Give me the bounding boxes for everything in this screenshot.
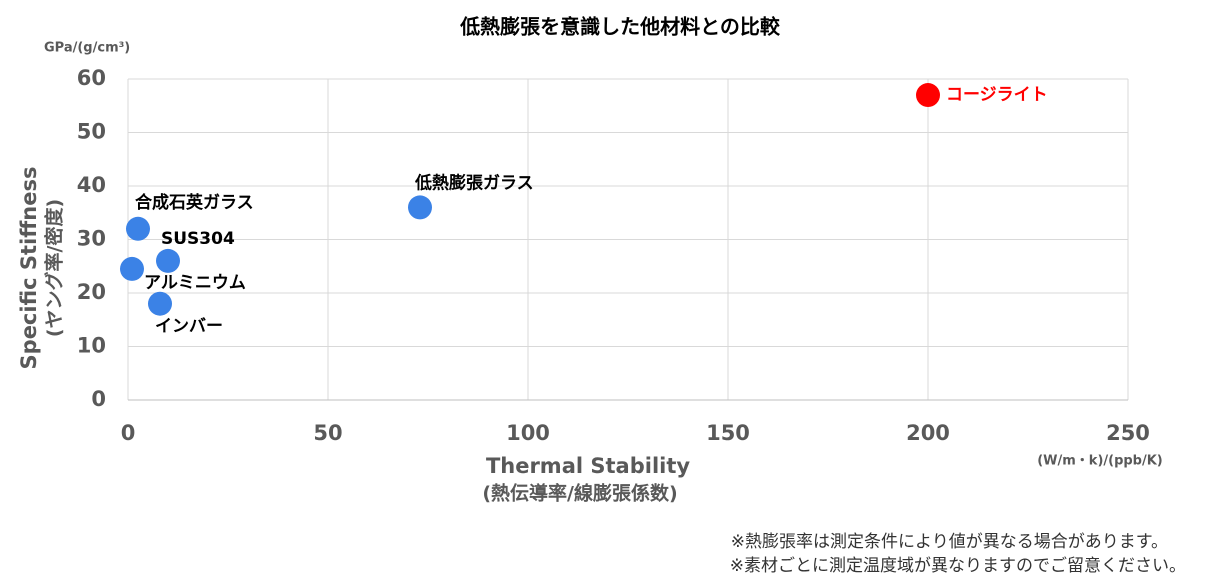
y-tick-label: 30 [77, 227, 106, 251]
y-tick-label: 60 [77, 66, 106, 90]
point-label: インバー [155, 317, 223, 337]
note: ※素材ごとに測定温度域が異なりますのでご留意ください。 [730, 556, 1186, 576]
x-tick-label: 100 [506, 421, 550, 445]
y-tick-label: 20 [77, 280, 106, 304]
note: ※熱膨張率は測定条件により値が異なる場合があります。 [731, 532, 1168, 552]
y-label-line: (ヤング率/密度) [43, 199, 66, 337]
x-label-line: (熱伝導率/線膨張係数) [482, 482, 677, 505]
point [156, 248, 180, 273]
x-unit: (W/m・k)/(ppb/K) [1037, 454, 1163, 469]
y-tick-label: 10 [77, 334, 106, 358]
x-tick-label: 250 [1106, 421, 1150, 445]
point [120, 256, 144, 281]
x-tick-label: 0 [121, 421, 136, 445]
chart-title: 低熱膨張を意識した他材料との比較 [459, 15, 781, 39]
y-tick-label: 40 [77, 173, 106, 197]
point [148, 291, 172, 316]
point [126, 216, 150, 241]
y-tick-label: 0 [91, 387, 106, 411]
x-tick-label: 200 [906, 421, 950, 445]
x-label-line: Thermal Stability [486, 454, 690, 478]
point-label: 合成石英ガラス [135, 192, 254, 213]
point [916, 83, 940, 108]
point-label: アルミニウム [144, 273, 246, 293]
point-label: 低熱膨張ガラス [414, 172, 534, 193]
y-label: Specific Stiffness (ヤング率/密度) [17, 167, 66, 370]
y-unit: GPa/(g/cm³) [44, 41, 130, 56]
y-tick-label: 50 [77, 120, 106, 144]
point-label: コージライト [946, 85, 1048, 105]
point [408, 195, 432, 220]
x-tick-label: 50 [313, 421, 342, 445]
point-label: SUS304 [161, 229, 235, 249]
y-label-line: Specific Stiffness [17, 167, 41, 370]
x-tick-label: 150 [706, 421, 750, 445]
